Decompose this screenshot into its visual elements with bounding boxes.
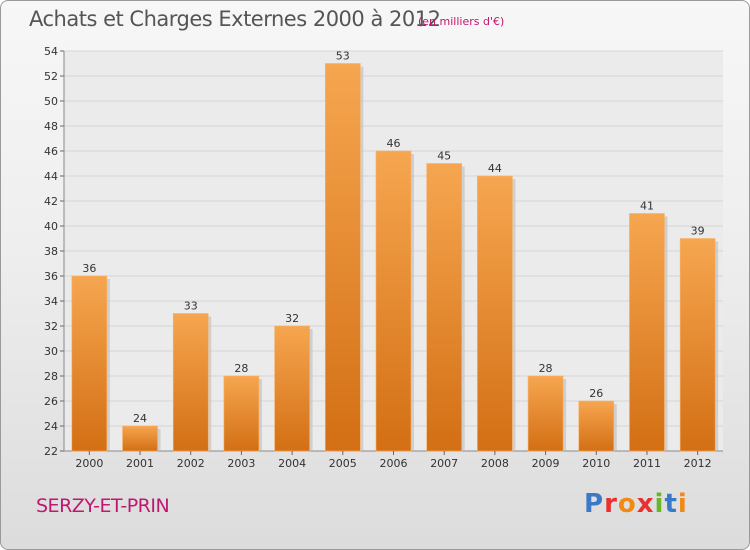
data-label: 24 [133,412,147,425]
x-tick-label: 2004 [278,457,306,470]
data-label: 28 [234,362,248,375]
bar[interactable] [172,313,209,452]
bar[interactable] [71,275,108,452]
y-tick-label: 48 [44,120,58,133]
data-label: 53 [336,50,350,63]
bar[interactable] [274,325,310,452]
logo-letter: o [617,489,637,519]
data-label: 28 [539,362,553,375]
bar[interactable] [223,375,260,452]
data-label: 41 [640,200,654,213]
data-label: 36 [82,262,96,275]
x-tick-label: 2006 [380,457,408,470]
chart-subtitle: (en milliers d'€) [418,15,505,28]
y-tick-label: 38 [44,245,58,258]
y-tick-label: 54 [44,45,58,58]
logo-letter: x [636,489,655,519]
x-tick-label: 2011 [633,457,661,470]
bar[interactable] [679,238,716,452]
x-tick-label: 2005 [329,457,357,470]
data-label: 39 [691,225,705,238]
chart-title: Achats et Charges Externes 2000 à 2012 [29,7,441,31]
y-tick-label: 22 [44,445,58,458]
logo-letter: i [677,489,688,519]
x-tick-label: 2009 [532,457,560,470]
data-label: 45 [437,150,451,163]
bar[interactable] [527,375,564,452]
x-tick-label: 2010 [582,457,610,470]
x-tick-label: 2002 [177,457,205,470]
y-tick-label: 24 [44,420,58,433]
bar[interactable] [325,63,361,452]
proxiti-logo[interactable]: Proxiti [584,489,688,519]
bar[interactable] [375,150,412,452]
y-tick-label: 50 [44,95,58,108]
bar[interactable] [578,400,615,452]
data-label: 33 [184,300,198,313]
logo-letter: r [604,489,618,519]
x-tick-label: 2000 [75,457,103,470]
x-tick-label: 2008 [481,457,509,470]
y-tick-label: 32 [44,320,58,333]
y-tick-label: 52 [44,70,58,83]
bar[interactable] [477,175,513,452]
x-tick-label: 2001 [126,457,154,470]
data-label: 44 [488,162,502,175]
y-tick-label: 44 [44,170,58,183]
y-tick-label: 26 [44,395,58,408]
bar[interactable] [629,213,665,452]
y-tick-label: 36 [44,270,58,283]
y-tick-label: 42 [44,195,58,208]
data-label: 32 [285,312,299,325]
bar[interactable] [426,163,462,452]
bar[interactable] [122,425,158,452]
logo-letter: P [584,489,605,519]
y-tick-label: 28 [44,370,58,383]
y-tick-label: 30 [44,345,58,358]
data-label: 46 [387,137,401,150]
x-tick-label: 2003 [227,457,255,470]
logo-letter: t [664,489,678,519]
commune-name: SERZY-ET-PRIN [36,495,170,517]
y-tick-label: 34 [44,295,58,308]
x-tick-label: 2012 [684,457,712,470]
y-tick-label: 40 [44,220,58,233]
logo-letter: i [654,489,665,519]
y-tick-label: 46 [44,145,58,158]
x-tick-label: 2007 [430,457,458,470]
data-label: 26 [589,387,603,400]
